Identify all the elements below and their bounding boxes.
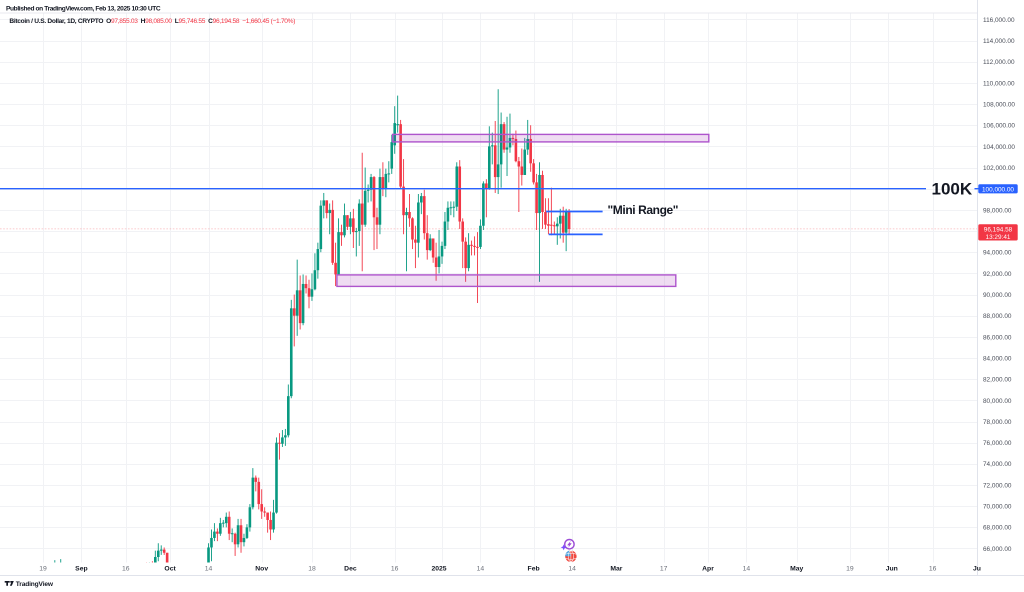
svg-text:"Mini Range": "Mini Range" [608,203,679,217]
svg-text:17: 17 [660,566,668,573]
svg-text:14: 14 [743,566,751,573]
svg-text:100K: 100K [932,180,973,199]
svg-text:16: 16 [122,566,130,573]
svg-text:16: 16 [929,566,937,573]
svg-text:108,000.00: 108,000.00 [983,102,1015,109]
svg-text:May: May [790,566,803,573]
svg-text:Dec: Dec [344,566,357,573]
svg-text:Jun: Jun [886,566,898,573]
svg-text:70,000.00: 70,000.00 [983,504,1012,511]
svg-text:14: 14 [568,566,576,573]
svg-text:86,000.00: 86,000.00 [983,334,1012,341]
svg-text:18: 18 [308,566,316,573]
svg-text:Published on TradingView.com,: Published on TradingView.com, Feb 13, 20… [6,6,161,13]
svg-text:68,000.00: 68,000.00 [983,525,1012,532]
svg-text:72,000.00: 72,000.00 [983,482,1012,489]
svg-text:80,000.00: 80,000.00 [983,398,1012,405]
svg-text:Mar: Mar [610,566,622,573]
svg-text:102,000.00: 102,000.00 [983,165,1015,172]
svg-text:13:29:41: 13:29:41 [986,234,1011,241]
svg-text:94,000.00: 94,000.00 [983,250,1012,257]
svg-text:110,000.00: 110,000.00 [983,80,1015,87]
svg-text:Sep: Sep [75,566,87,573]
svg-text:112,000.00: 112,000.00 [983,59,1015,66]
svg-text:TradingView: TradingView [16,581,54,588]
svg-text:90,000.00: 90,000.00 [983,292,1012,299]
svg-text:98,000.00: 98,000.00 [983,207,1012,214]
svg-text:19: 19 [39,566,47,573]
svg-text:96,194.58: 96,194.58 [984,226,1013,233]
svg-text:Oct: Oct [164,566,176,573]
svg-text:74,000.00: 74,000.00 [983,461,1012,468]
svg-text:2025: 2025 [431,566,446,573]
svg-text:76,000.00: 76,000.00 [983,440,1012,447]
svg-text:Feb: Feb [528,566,540,573]
svg-text:84,000.00: 84,000.00 [983,355,1012,362]
svg-text:Nov: Nov [255,566,268,573]
svg-text:92,000.00: 92,000.00 [983,271,1012,278]
svg-text:14: 14 [205,566,213,573]
svg-text:104,000.00: 104,000.00 [983,144,1015,151]
svg-text:Bitcoin / U.S. Dollar, 1D, CRY: Bitcoin / U.S. Dollar, 1D, CRYPTO O97,85… [9,18,295,25]
svg-text:114,000.00: 114,000.00 [983,38,1015,45]
svg-text:88,000.00: 88,000.00 [983,313,1012,320]
svg-text:116,000.00: 116,000.00 [983,17,1015,24]
svg-text:Ju: Ju [973,566,981,573]
svg-text:14: 14 [477,566,485,573]
svg-text:16: 16 [391,566,399,573]
svg-text:66,000.00: 66,000.00 [983,546,1012,553]
svg-text:78,000.00: 78,000.00 [983,419,1012,426]
svg-text:82,000.00: 82,000.00 [983,377,1012,384]
svg-text:106,000.00: 106,000.00 [983,123,1015,130]
svg-text:100,000.00: 100,000.00 [982,186,1014,193]
svg-text:Apr: Apr [702,566,714,573]
svg-text:19: 19 [846,566,854,573]
